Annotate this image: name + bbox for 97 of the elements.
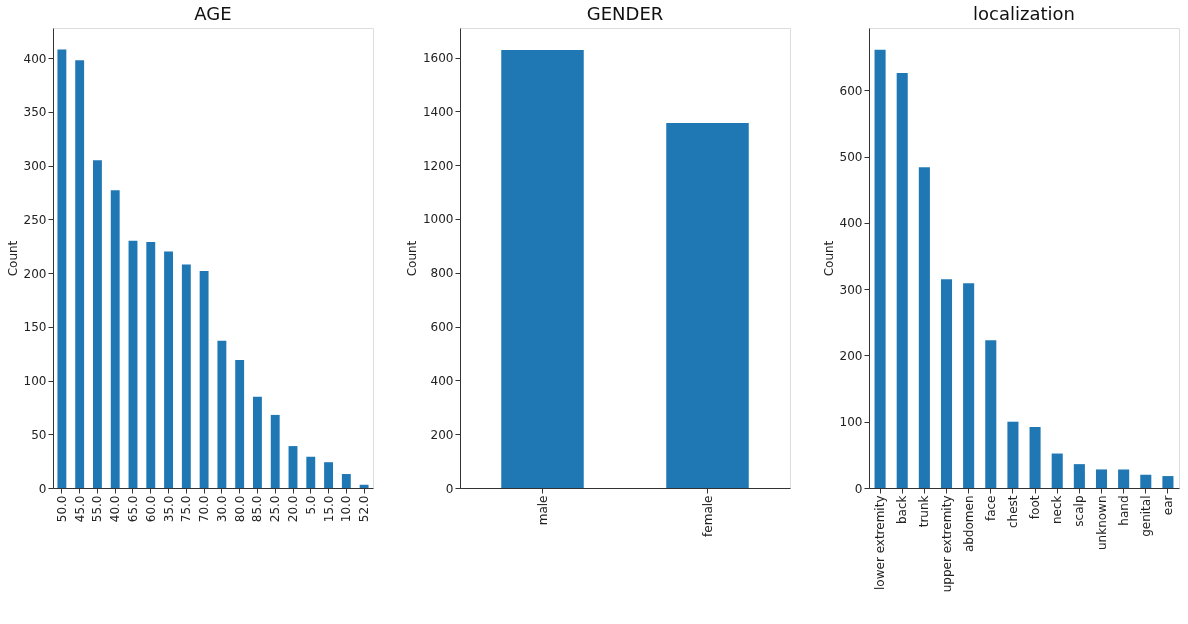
x-tick-label: 20.0 — [286, 495, 300, 523]
y-tick-label: 1400 — [422, 104, 454, 119]
y-axis-title: Count — [821, 240, 836, 277]
x-tick-label: 75.0 — [179, 495, 194, 523]
y-tick-label: 200 — [430, 427, 454, 442]
y-tick-label: 100 — [839, 415, 863, 430]
bar — [940, 279, 953, 488]
y-tick-label: 400 — [23, 51, 47, 66]
x-tick-label: 60.0 — [143, 495, 158, 523]
x-tick-label: hand — [1116, 495, 1131, 526]
x-tick-label: 45.0 — [72, 495, 87, 523]
bar — [128, 240, 138, 488]
x-tick-label: 40.0 — [108, 495, 123, 523]
bar — [199, 270, 209, 488]
y-tick-label: 1200 — [422, 158, 454, 173]
bar — [288, 446, 298, 488]
bar — [896, 73, 908, 488]
y-tick-label: 0 — [854, 481, 863, 496]
bar — [235, 360, 245, 488]
y-tick-label: 800 — [430, 266, 454, 281]
y-tick-label: 350 — [23, 105, 47, 120]
y-tick-label: 500 — [839, 150, 863, 165]
bar — [110, 190, 120, 488]
bar — [164, 251, 173, 488]
x-tick-label: male — [535, 495, 550, 526]
bar — [918, 167, 930, 488]
x-tick-label: 30.0 — [214, 495, 229, 523]
y-tick-label: 200 — [839, 348, 863, 363]
bar — [75, 60, 85, 488]
bar — [874, 49, 886, 488]
x-tick-label: face — [983, 495, 998, 522]
y-tick-label: 0 — [38, 481, 47, 496]
y-tick-label: 200 — [23, 266, 47, 281]
bar — [359, 484, 369, 488]
x-tick-label: upper extremity — [939, 495, 954, 593]
bar — [1162, 476, 1174, 488]
x-tick-label: unknown — [1094, 495, 1109, 551]
bar — [1140, 474, 1152, 488]
x-tick-label: 85.0 — [250, 495, 265, 523]
x-tick-label: 55.0 — [90, 495, 105, 523]
bar — [146, 241, 156, 488]
y-tick-label: 100 — [23, 374, 47, 389]
bar — [963, 283, 975, 488]
bar — [306, 456, 316, 488]
bar — [985, 340, 997, 488]
y-tick-label: 250 — [23, 212, 47, 227]
y-tick-label: 1600 — [422, 51, 454, 66]
bar — [93, 160, 102, 488]
bar — [57, 49, 67, 488]
bar — [181, 264, 191, 488]
chart-title: localization — [973, 3, 1075, 24]
x-tick-label: lower extremity — [873, 495, 888, 590]
x-tick-label: 25.0 — [268, 495, 283, 523]
y-tick-label: 50 — [31, 427, 47, 442]
x-tick-label: scalp — [1072, 495, 1087, 527]
y-tick-label: 600 — [839, 83, 863, 98]
x-tick-label: genital — [1138, 495, 1153, 537]
x-tick-label: ear — [1160, 495, 1175, 516]
bar — [1051, 453, 1063, 488]
x-tick-label: abdomen — [961, 495, 976, 553]
bar — [1029, 427, 1041, 488]
x-tick-label: trunk — [917, 495, 932, 528]
y-axis-title: Count — [5, 240, 20, 277]
y-tick-label: 400 — [430, 373, 454, 388]
y-tick-label: 1000 — [422, 212, 454, 227]
bar — [1118, 469, 1130, 488]
x-tick-label: 70.0 — [197, 495, 212, 523]
x-tick-label: 52.0 — [357, 495, 372, 523]
x-tick-label: 10.0 — [339, 495, 354, 523]
bar — [341, 474, 351, 488]
bar — [324, 462, 333, 488]
x-tick-label: 80.0 — [232, 495, 247, 523]
x-tick-label: foot — [1028, 495, 1043, 520]
x-tick-label: 15.0 — [321, 495, 336, 523]
x-tick-label: 50.0 — [54, 495, 69, 523]
y-axis-title: Count — [404, 240, 419, 277]
bar — [270, 414, 280, 488]
y-tick-label: 300 — [23, 159, 47, 174]
y-tick-label: 0 — [445, 481, 454, 496]
y-tick-label: 600 — [430, 320, 454, 335]
x-tick-label: 5.0 — [303, 495, 318, 515]
x-tick-label: chest — [1005, 495, 1020, 529]
bar — [253, 396, 262, 488]
x-tick-label: 35.0 — [161, 495, 176, 523]
bar — [1073, 464, 1085, 488]
y-tick-label: 400 — [839, 216, 863, 231]
chart-title: GENDER — [586, 3, 664, 24]
x-tick-label: back — [895, 495, 910, 525]
y-tick-label: 150 — [23, 320, 47, 335]
bar — [1095, 469, 1108, 488]
chart-title: AGE — [194, 3, 232, 24]
bar — [1007, 421, 1019, 488]
x-tick-label: 65.0 — [126, 495, 140, 523]
x-tick-label: female — [700, 495, 715, 537]
bar — [217, 340, 227, 488]
x-tick-label: neck — [1050, 495, 1065, 525]
y-tick-label: 300 — [839, 282, 863, 297]
